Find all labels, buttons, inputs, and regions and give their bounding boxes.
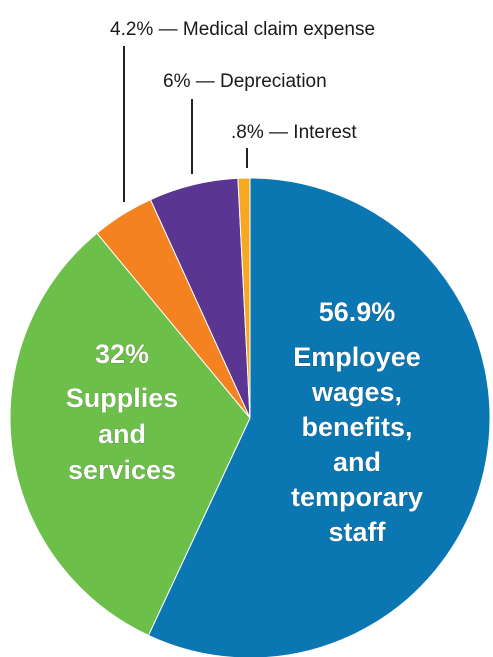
label-supplies: 32% Supplies and services — [65, 339, 179, 486]
label-line-and-2: and — [98, 419, 146, 449]
label-line-supplies: Supplies — [66, 383, 179, 413]
label-line-employee: Employee — [293, 342, 421, 372]
label-line-services: services — [68, 455, 176, 485]
percent-employee-wages: 56.9% — [319, 297, 396, 327]
callout-medical-claim: 4.2% — Medical claim expense — [110, 19, 375, 40]
callout-depreciation: 6% — Depreciation — [163, 71, 327, 92]
label-line-benefits: benefits, — [301, 412, 412, 442]
pie-slices — [9, 177, 491, 657]
label-line-wages: wages, — [311, 377, 402, 407]
slice-interest — [237, 177, 251, 419]
slice-supplies — [9, 232, 251, 637]
label-line-staff: staff — [328, 517, 386, 547]
label-employee-wages: 56.9% Employee wages, benefits, and temp… — [291, 297, 424, 548]
label-line-and-1: and — [333, 447, 381, 477]
callout-interest: .8% — Interest — [231, 122, 357, 143]
label-line-temporary: temporary — [291, 482, 423, 512]
callout-leaders — [123, 46, 248, 202]
slice-employee-wages — [147, 177, 491, 657]
percent-supplies: 32% — [95, 339, 149, 369]
